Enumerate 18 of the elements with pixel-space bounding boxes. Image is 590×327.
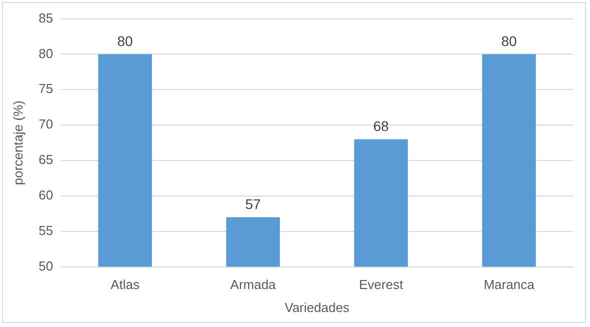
y-tick-label: 85 <box>38 10 54 26</box>
data-label: 57 <box>245 196 262 212</box>
y-tick-label: 50 <box>38 258 54 274</box>
x-axis-title: Variedades <box>284 300 350 315</box>
x-tick-label: Armada <box>230 277 277 292</box>
y-axis-title: porcentaje (%) <box>10 100 26 186</box>
data-label: 80 <box>117 33 134 50</box>
y-tick-label: 75 <box>38 81 54 96</box>
x-tick-label: Atlas <box>110 277 140 292</box>
y-tick-label: 60 <box>38 188 54 203</box>
y-tick-label: 70 <box>38 116 54 132</box>
y-tick-label: 80 <box>38 46 54 61</box>
y-tick-label: 65 <box>38 152 54 168</box>
y-tick-label: 55 <box>38 222 54 238</box>
data-label: 68 <box>373 118 390 134</box>
data-label: 80 <box>501 33 518 50</box>
x-tick-label: Everest <box>358 277 404 292</box>
x-tick-label: Maranca <box>484 277 536 292</box>
